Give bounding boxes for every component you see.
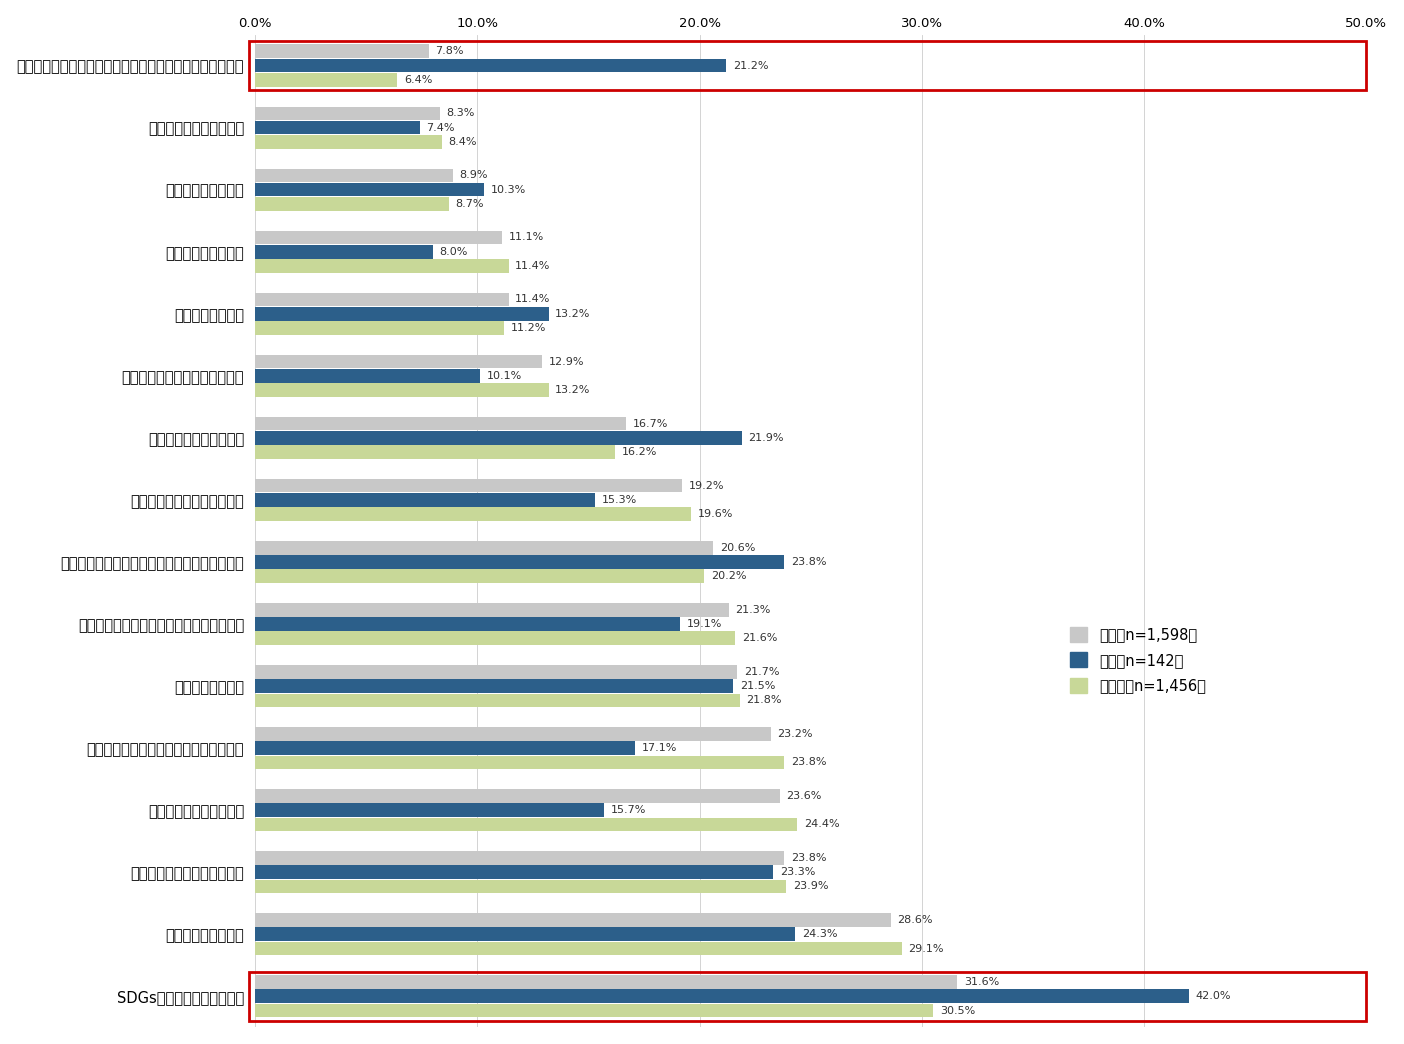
- Bar: [256, 741, 635, 755]
- Bar: [256, 680, 733, 693]
- Text: 16.2%: 16.2%: [622, 447, 657, 457]
- Bar: [256, 602, 729, 617]
- Bar: [256, 942, 901, 955]
- Text: 13.2%: 13.2%: [555, 385, 591, 395]
- Bar: [256, 292, 508, 306]
- Bar: [256, 617, 680, 631]
- Bar: [256, 121, 420, 135]
- Bar: [256, 803, 604, 817]
- Bar: [256, 817, 797, 831]
- Bar: [256, 307, 549, 321]
- Text: 29.1%: 29.1%: [908, 944, 943, 953]
- Bar: [256, 789, 779, 803]
- Text: 11.1%: 11.1%: [508, 233, 543, 242]
- Bar: [256, 927, 795, 941]
- Text: 11.4%: 11.4%: [515, 294, 550, 305]
- Bar: [256, 1003, 934, 1018]
- Text: 13.2%: 13.2%: [555, 309, 591, 318]
- Bar: [256, 58, 726, 72]
- Text: 20.2%: 20.2%: [710, 571, 747, 582]
- Bar: [256, 446, 615, 459]
- Text: 7.8%: 7.8%: [435, 46, 463, 56]
- Text: 8.7%: 8.7%: [455, 199, 484, 209]
- Text: 21.7%: 21.7%: [744, 667, 779, 677]
- Bar: [256, 493, 595, 506]
- Bar: [256, 183, 484, 196]
- Text: 15.3%: 15.3%: [602, 495, 637, 505]
- Text: 23.9%: 23.9%: [793, 881, 828, 892]
- Text: 31.6%: 31.6%: [965, 977, 1000, 987]
- Bar: [256, 541, 713, 554]
- Text: 23.8%: 23.8%: [790, 853, 827, 863]
- Text: 24.3%: 24.3%: [802, 929, 837, 940]
- Text: 21.9%: 21.9%: [748, 433, 783, 443]
- Bar: [256, 880, 786, 894]
- Bar: [256, 322, 504, 335]
- Text: 28.6%: 28.6%: [897, 915, 934, 925]
- Bar: [256, 431, 741, 445]
- Bar: [256, 756, 785, 769]
- Text: 21.6%: 21.6%: [741, 634, 778, 643]
- Text: 10.1%: 10.1%: [486, 371, 522, 381]
- Text: 10.3%: 10.3%: [491, 185, 526, 194]
- Text: 8.4%: 8.4%: [449, 137, 477, 147]
- Bar: [256, 106, 439, 120]
- Bar: [256, 45, 428, 58]
- Bar: [256, 245, 432, 259]
- Bar: [256, 632, 736, 645]
- Text: 17.1%: 17.1%: [642, 743, 677, 753]
- Bar: [256, 479, 682, 493]
- Text: 20.6%: 20.6%: [720, 543, 755, 552]
- Bar: [256, 693, 740, 707]
- Bar: [256, 555, 785, 569]
- Text: 8.9%: 8.9%: [459, 170, 489, 181]
- Bar: [249, 42, 1366, 90]
- Text: 8.0%: 8.0%: [439, 246, 468, 257]
- Text: 6.4%: 6.4%: [404, 75, 432, 85]
- Bar: [256, 369, 480, 383]
- Bar: [249, 972, 1366, 1020]
- Bar: [256, 975, 958, 989]
- Bar: [256, 231, 503, 244]
- Bar: [256, 851, 785, 864]
- Text: 23.8%: 23.8%: [790, 556, 827, 567]
- Bar: [256, 355, 542, 369]
- Text: 23.6%: 23.6%: [786, 791, 821, 801]
- Text: 16.7%: 16.7%: [633, 419, 668, 429]
- Bar: [256, 73, 397, 87]
- Bar: [256, 507, 691, 521]
- Text: 12.9%: 12.9%: [549, 357, 584, 366]
- Bar: [256, 383, 549, 397]
- Text: 15.7%: 15.7%: [611, 805, 646, 815]
- Text: 21.5%: 21.5%: [740, 681, 775, 691]
- Text: 8.3%: 8.3%: [446, 109, 475, 118]
- Bar: [256, 727, 771, 740]
- Text: 11.4%: 11.4%: [515, 261, 550, 271]
- Text: 42.0%: 42.0%: [1195, 992, 1231, 1001]
- Bar: [256, 259, 508, 272]
- Bar: [256, 914, 890, 927]
- Text: 23.8%: 23.8%: [790, 757, 827, 767]
- Text: 11.2%: 11.2%: [511, 323, 546, 333]
- Text: 21.8%: 21.8%: [747, 695, 782, 706]
- Bar: [256, 865, 774, 879]
- Bar: [256, 135, 442, 148]
- Text: 23.2%: 23.2%: [778, 729, 813, 739]
- Text: 21.3%: 21.3%: [736, 604, 771, 615]
- Bar: [256, 168, 453, 183]
- Text: 19.2%: 19.2%: [688, 480, 724, 491]
- Bar: [256, 665, 737, 679]
- Legend: 全体（n=1,598）, 上場（n=142）, 非上場（n=1,456）: 全体（n=1,598）, 上場（n=142）, 非上場（n=1,456）: [1063, 619, 1213, 701]
- Bar: [256, 197, 449, 211]
- Text: 21.2%: 21.2%: [733, 61, 768, 71]
- Bar: [256, 417, 626, 430]
- Bar: [256, 569, 705, 583]
- Text: 23.3%: 23.3%: [779, 868, 816, 877]
- Text: 30.5%: 30.5%: [939, 1005, 974, 1016]
- Text: 19.6%: 19.6%: [698, 509, 733, 519]
- Text: 7.4%: 7.4%: [427, 122, 455, 133]
- Text: 24.4%: 24.4%: [804, 820, 840, 829]
- Bar: [256, 990, 1189, 1003]
- Text: 19.1%: 19.1%: [687, 619, 722, 628]
